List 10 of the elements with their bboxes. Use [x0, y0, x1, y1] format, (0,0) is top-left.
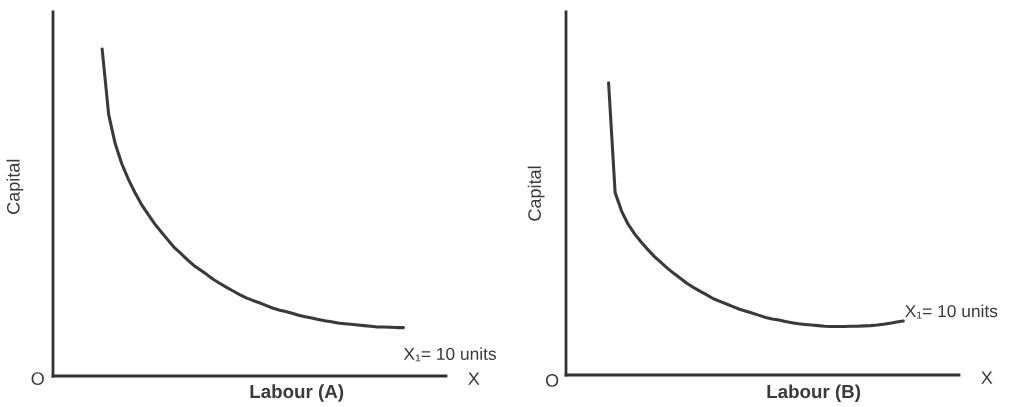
text: O	[545, 374, 559, 387]
y-axis-title: Capital	[6, 159, 24, 214]
text: X	[468, 372, 480, 385]
annotation: X₁= 10 units	[403, 347, 496, 362]
x-axis-title: Labour (B)	[767, 384, 861, 402]
x-axis-title: Labour (A)	[250, 384, 344, 402]
annotation: X₁= 10 units	[905, 304, 998, 319]
text: O	[31, 372, 44, 386]
text: X	[981, 371, 993, 384]
y-axis-title: Capital	[527, 166, 545, 221]
